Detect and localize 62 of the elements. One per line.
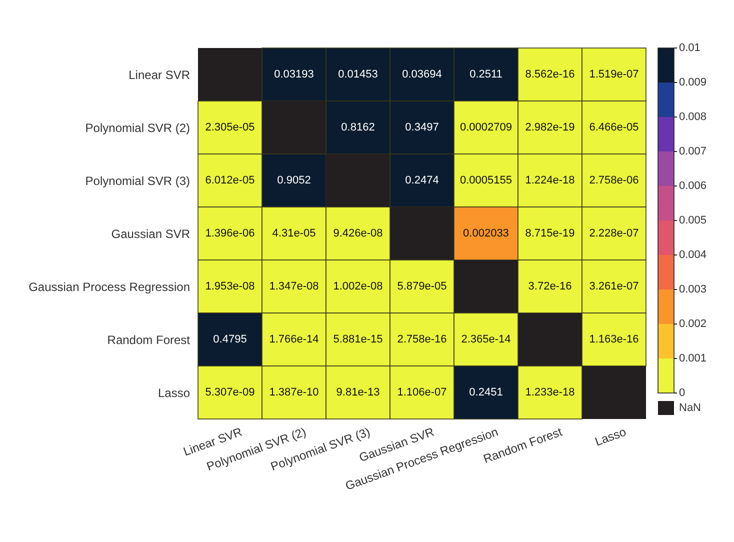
color-bar-label: 0 <box>679 387 686 399</box>
data-label: 2.982e-19 <box>525 122 575 134</box>
data-label: 3.72e-16 <box>528 280 572 292</box>
data-label: 0.2474 <box>405 174 439 186</box>
data-label: 0.01453 <box>338 68 378 80</box>
data-label: 3.261e-07 <box>589 280 639 292</box>
data-label: 9.81e-13 <box>336 386 380 398</box>
data-label: 1.224e-18 <box>525 174 575 186</box>
data-label: 6.012e-05 <box>205 174 255 186</box>
color-bar-label: 0.006 <box>679 180 707 192</box>
data-label: 1.347e-08 <box>269 280 319 292</box>
data-label: 0.002033 <box>463 228 509 240</box>
data-label: 0.0002709 <box>460 122 512 134</box>
data-label: 6.466e-05 <box>589 122 639 134</box>
data-label: 0.0005155 <box>460 174 512 186</box>
color-bar-label: 0.008 <box>679 111 707 123</box>
data-label: 5.881e-15 <box>333 334 383 346</box>
data-label: 5.879e-05 <box>397 280 447 292</box>
data-label: 1.766e-14 <box>269 334 319 346</box>
data-label: 0.3497 <box>405 122 439 134</box>
data-label: 2.365e-14 <box>461 334 511 346</box>
x-tick-label: Lasso <box>593 424 628 449</box>
data-label: 1.387e-10 <box>269 386 319 398</box>
data-label: 0.03193 <box>274 68 314 80</box>
y-tick-label: Polynomial SVR (3) <box>85 174 190 188</box>
data-label: 9.426e-08 <box>333 228 383 240</box>
data-label: 0.2511 <box>470 68 502 80</box>
y-tick-label: Polynomial SVR (2) <box>85 120 190 135</box>
data-label: 0.8162 <box>341 122 375 134</box>
color-bar-label: 0.001 <box>679 352 707 364</box>
color-bar-label: 0.003 <box>679 284 707 296</box>
data-label: 0.03694 <box>402 68 442 80</box>
y-tick-label: Lasso <box>158 386 190 400</box>
data-label: 2.228e-07 <box>589 228 639 240</box>
data-label: 1.519e-07 <box>589 68 639 80</box>
data-label: 1.163e-16 <box>589 334 639 346</box>
data-label: 0.9052 <box>277 174 311 186</box>
color-bar-label: 0.002 <box>679 318 707 330</box>
data-label: 1.396e-06 <box>205 228 255 240</box>
y-tick-label: Random Forest <box>107 332 191 347</box>
color-bar-label: 0.009 <box>679 76 707 88</box>
data-label: 1.106e-07 <box>397 386 447 398</box>
data-label: 1.233e-18 <box>525 386 575 398</box>
color-bar-label: 0.005 <box>679 214 707 226</box>
data-label: 0.2451 <box>469 386 503 398</box>
data-label: 2.758e-16 <box>397 334 447 346</box>
data-label: 1.002e-08 <box>333 280 383 292</box>
data-label: 5.307e-09 <box>205 386 255 398</box>
data-label: 8.715e-19 <box>525 228 575 240</box>
color-bar-label: 0.01 <box>679 42 700 54</box>
data-label: 8.562e-16 <box>525 68 575 80</box>
text: NaN <box>679 402 702 414</box>
data-label: 4.31e-05 <box>272 228 316 240</box>
y-tick-label: Linear SVR <box>128 68 190 82</box>
color-bar-label: 0.004 <box>679 249 707 261</box>
y-tick-label: Gaussian Process Regression <box>28 280 190 294</box>
data-label: 2.758e-06 <box>589 174 639 186</box>
data-label: 0.4795 <box>213 334 247 346</box>
data-label: 2.305e-05 <box>205 122 255 134</box>
y-tick-label: Gaussian SVR <box>111 226 190 241</box>
color-bar-label: 0.007 <box>679 146 707 158</box>
data-label: 1.953e-08 <box>205 280 255 292</box>
